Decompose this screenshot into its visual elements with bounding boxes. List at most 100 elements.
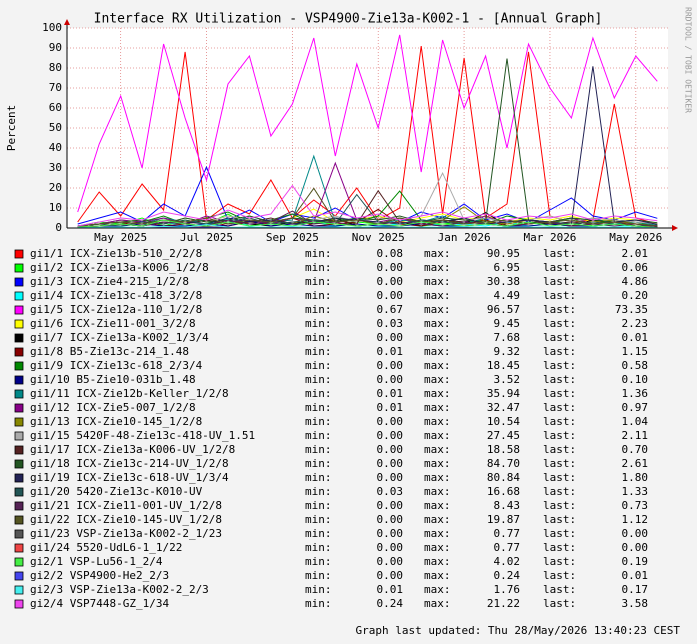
legend-name: gi1/20 5420-Zie13c-K010-UV — [30, 485, 203, 498]
legend-max: 18.58 — [487, 443, 520, 456]
x-tick-label: Jul 2025 — [180, 231, 233, 244]
legend-last: 4.86 — [622, 275, 649, 288]
legend-min: 0.00 — [377, 289, 404, 302]
legend-name: gi1/12 ICX-Zie5-007_1/2/8 — [30, 401, 196, 414]
series-line — [77, 223, 658, 229]
legend-swatch — [14, 431, 24, 441]
legend-last-label: last: — [543, 303, 576, 316]
y-tick-label: 30 — [49, 161, 62, 174]
legend-name: gi2/2 VSP4900-He2_2/3 — [30, 569, 169, 582]
legend-last: 1.12 — [622, 513, 649, 526]
legend-max: 8.43 — [494, 499, 521, 512]
series-line — [77, 219, 658, 229]
legend-last-label: last: — [543, 373, 576, 386]
legend-min: 0.00 — [377, 373, 404, 386]
legend-max: 90.95 — [487, 247, 520, 260]
legend-swatch — [14, 263, 24, 273]
legend-swatch — [14, 529, 24, 539]
legend-max-label: max: — [424, 387, 451, 400]
legend-min: 0.00 — [377, 527, 404, 540]
legend-max-label: max: — [424, 247, 451, 260]
y-tick-label: 70 — [49, 81, 62, 94]
legend-min: 0.00 — [377, 541, 404, 554]
legend-last-label: last: — [543, 513, 576, 526]
legend-max: 4.02 — [494, 555, 521, 568]
legend-min-label: min: — [305, 359, 332, 372]
legend-last: 0.58 — [622, 359, 649, 372]
legend-max-label: max: — [424, 513, 451, 526]
legend-min: 0.00 — [377, 499, 404, 512]
legend-max: 32.47 — [487, 401, 520, 414]
legend-max: 10.54 — [487, 415, 520, 428]
legend-name: gi1/11 ICX-Zie12b-Keller_1/2/8 — [30, 387, 229, 400]
legend-name: gi1/15 5420F-48-Zie13c-418-UV_1.51 — [30, 429, 255, 442]
legend-last: 2.61 — [622, 457, 649, 470]
legend-name: gi2/1 VSP-Lu56-1_2/4 — [30, 555, 163, 568]
legend-min-label: min: — [305, 275, 332, 288]
legend-name: gi1/9 ICX-Zie13c-618_2/3/4 — [30, 359, 203, 372]
legend-name: gi1/10 B5-Zie10-031b_1.48 — [30, 373, 196, 386]
legend-swatch — [14, 249, 24, 259]
legend-last: 3.58 — [622, 597, 649, 610]
legend-min-label: min: — [305, 513, 332, 526]
x-tick-label: May 2026 — [609, 231, 662, 244]
legend-max-label: max: — [424, 415, 451, 428]
legend-last-label: last: — [543, 527, 576, 540]
legend-min: 0.67 — [377, 303, 404, 316]
legend-min: 0.00 — [377, 443, 404, 456]
x-tick-label: Jan 2026 — [438, 231, 491, 244]
legend-max: 35.94 — [487, 387, 520, 400]
legend-last: 0.20 — [622, 289, 649, 302]
legend-max: 19.87 — [487, 513, 520, 526]
legend-min-label: min: — [305, 331, 332, 344]
legend-last-label: last: — [543, 401, 576, 414]
legend-max: 7.68 — [494, 331, 521, 344]
y-tick-label: 40 — [49, 141, 62, 154]
legend-last-label: last: — [543, 331, 576, 344]
legend-last-label: last: — [543, 261, 576, 274]
legend-min: 0.00 — [377, 331, 404, 344]
x-tick-label: Mar 2026 — [523, 231, 576, 244]
legend-last-label: last: — [543, 387, 576, 400]
legend-last-label: last: — [543, 485, 576, 498]
legend-last-label: last: — [543, 359, 576, 372]
legend-min-label: min: — [305, 541, 332, 554]
legend-last: 0.19 — [622, 555, 649, 568]
legend-max: 84.70 — [487, 457, 520, 470]
legend-min: 0.00 — [377, 261, 404, 274]
legend-min-label: min: — [305, 387, 332, 400]
legend-min-label: min: — [305, 499, 332, 512]
legend-min-label: min: — [305, 485, 332, 498]
legend-name: gi1/23 VSP-Zie13a-K002-2_1/23 — [30, 527, 222, 540]
legend-max: 9.45 — [494, 317, 521, 330]
legend-swatch — [14, 459, 24, 469]
legend-name: gi1/24 5520-UdL6-1_1/22 — [30, 541, 182, 554]
legend-min-label: min: — [305, 471, 332, 484]
legend-max: 80.84 — [487, 471, 520, 484]
legend-name: gi2/4 VSP7448-GZ_1/34 — [30, 597, 169, 610]
legend-swatch — [14, 445, 24, 455]
legend-name: gi1/21 ICX-Zie11-001-UV_1/2/8 — [30, 499, 222, 512]
legend-last-label: last: — [543, 555, 576, 568]
legend-max: 0.77 — [494, 541, 521, 554]
legend-max-label: max: — [424, 499, 451, 512]
legend-min: 0.01 — [377, 583, 404, 596]
legend-swatch — [14, 389, 24, 399]
y-axis-arrow — [64, 19, 70, 25]
legend-swatch — [14, 487, 24, 497]
legend-last-label: last: — [543, 471, 576, 484]
chart-title: Interface RX Utilization - VSP4900-Zie13… — [94, 12, 603, 27]
legend-min: 0.00 — [377, 569, 404, 582]
legend-swatch — [14, 501, 24, 511]
legend-name: gi1/19 ICX-Zie13c-618-UV_1/3/4 — [30, 471, 229, 484]
legend-last: 1.80 — [622, 471, 649, 484]
legend-name: gi1/3 ICX-Zie4-215_1/2/8 — [30, 275, 189, 288]
legend-min-label: min: — [305, 569, 332, 582]
x-axis-arrow — [672, 225, 678, 231]
legend-max-label: max: — [424, 317, 451, 330]
legend-max: 30.38 — [487, 275, 520, 288]
legend-name: gi1/8 B5-Zie13c-214_1.48 — [30, 345, 189, 358]
legend-min-label: min: — [305, 261, 332, 274]
legend-name: gi1/22 ICX-Zie10-145-UV_1/2/8 — [30, 513, 222, 526]
legend-last-label: last: — [543, 569, 576, 582]
